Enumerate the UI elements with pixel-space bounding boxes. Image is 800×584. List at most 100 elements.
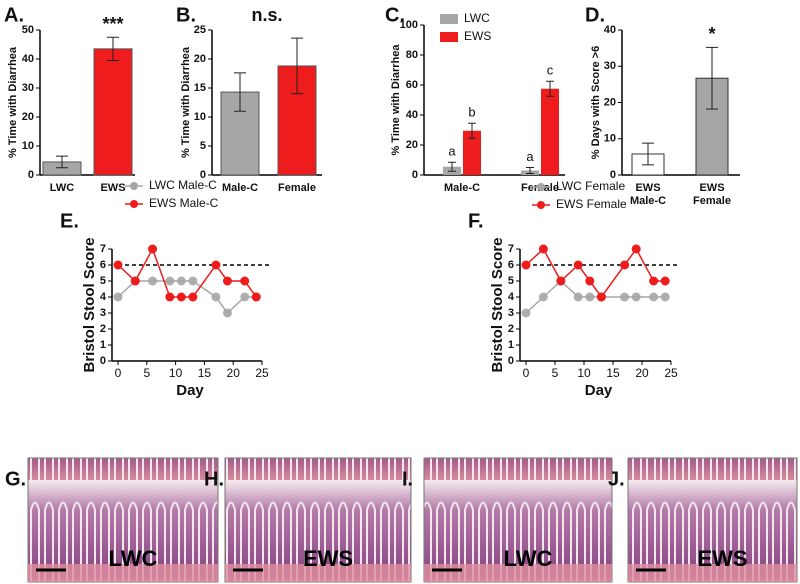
y-tick-label: 30 (604, 60, 616, 72)
point (585, 292, 595, 302)
series-line (525, 279, 666, 314)
error-bar (706, 46, 718, 110)
significance-letter: a (448, 144, 456, 159)
y-tick-label: 4 (508, 291, 515, 303)
y-tick-label: 4 (100, 291, 107, 303)
x-axis-label: Day (585, 382, 613, 399)
x-tick-label: 5 (143, 366, 150, 380)
y-tick-label: 15 (194, 82, 206, 94)
x-tick-label: 0 (523, 366, 530, 380)
point (521, 260, 531, 270)
histology-image (627, 457, 798, 583)
error-bar (107, 36, 119, 61)
x-tick-label: 15 (198, 366, 212, 380)
annotation: *** (102, 14, 123, 34)
histology-base (424, 564, 612, 582)
y-tick-label: 0 (412, 169, 418, 181)
panel-label: G. (5, 468, 26, 490)
panel-label: E. (60, 210, 79, 232)
error-bar (546, 80, 554, 97)
y-tick-label: 2 (508, 323, 514, 335)
panel-label: I. (402, 468, 413, 490)
error-bar (291, 37, 303, 95)
y-axis-label: Bristol Stool Score (489, 237, 506, 372)
x-tick-label: 10 (169, 366, 183, 380)
point (188, 292, 198, 302)
error-bar (234, 72, 246, 112)
y-tick-label: 60 (406, 79, 418, 91)
annotation: n.s. (251, 5, 282, 25)
point (649, 292, 659, 302)
histology-image (27, 457, 219, 583)
bar (463, 130, 481, 175)
point (211, 260, 221, 270)
y-tick-label: 0 (200, 169, 206, 181)
image-label: LWC (109, 546, 158, 571)
y-tick-label: 20 (22, 111, 34, 123)
x-tick-label: 25 (664, 366, 678, 380)
x-tick-label: 20 (635, 366, 649, 380)
panel-label: F. (468, 210, 484, 232)
legend-marker (130, 182, 138, 190)
error-bar (448, 161, 456, 172)
x-tick-label: Female (278, 182, 316, 194)
x-tick-label-line: Male-C (630, 195, 666, 207)
y-tick-label: 0 (610, 169, 616, 181)
x-tick-label: 0 (115, 366, 122, 380)
legend-marker (130, 200, 138, 208)
y-tick-label: 5 (100, 275, 106, 287)
legend-swatch (440, 32, 458, 42)
legend-label: EWS Male-C (149, 196, 219, 210)
panel-label: H. (204, 468, 224, 490)
y-tick-label: 5 (508, 275, 514, 287)
y-tick-label: 6 (100, 259, 106, 271)
point (188, 276, 198, 286)
y-axis-label: % Days with Score >6 (590, 46, 602, 159)
point (596, 292, 606, 302)
legend-label: LWC Male-C (149, 178, 217, 192)
series-line (525, 247, 666, 299)
y-tick-label: 6 (508, 259, 514, 271)
x-tick-label: Male-C (222, 182, 258, 194)
legend-label: EWS Female (556, 197, 627, 211)
y-axis-label: % Time with Diarrhea (180, 46, 192, 158)
y-tick-label: 20 (604, 96, 616, 108)
y-tick-label: 1 (508, 339, 514, 351)
error-bar (468, 122, 476, 139)
series-line (117, 247, 257, 298)
x-tick-label: LWC (50, 182, 74, 194)
panel-label: A. (4, 4, 24, 26)
y-tick-label: 40 (406, 109, 418, 121)
y-tick-label: 0 (508, 355, 514, 367)
error-bar (526, 167, 534, 174)
y-tick-label: 40 (22, 53, 34, 65)
point (240, 292, 250, 302)
point (631, 292, 641, 302)
y-tick-label: 0 (100, 355, 106, 367)
histology-base (28, 564, 218, 582)
point (113, 260, 123, 270)
y-tick-label: 3 (508, 307, 514, 319)
significance-letter: a (526, 149, 534, 164)
y-tick-label: 30 (22, 82, 34, 94)
image-label: EWS (303, 546, 353, 571)
x-tick-label: EWS Male-C (630, 182, 666, 207)
legend-label: LWC Female (556, 179, 625, 193)
image-label: LWC (504, 546, 553, 571)
significance-letter: c (547, 63, 554, 78)
panel-label: B. (176, 4, 196, 26)
y-tick-label: 7 (508, 243, 514, 255)
x-tick-label-line: Female (693, 195, 731, 207)
y-axis-label: % Time with Diarrhea (390, 44, 402, 156)
point (631, 244, 641, 254)
x-tick-label: 5 (552, 366, 559, 380)
histology-image (224, 457, 412, 583)
x-tick-label: 25 (255, 366, 269, 380)
y-tick-label: 3 (100, 307, 106, 319)
point (620, 292, 630, 302)
y-tick-label: 5 (200, 140, 206, 152)
point (649, 276, 659, 286)
annotation: * (708, 24, 715, 44)
significance-letter: b (468, 105, 475, 120)
point (130, 276, 140, 286)
